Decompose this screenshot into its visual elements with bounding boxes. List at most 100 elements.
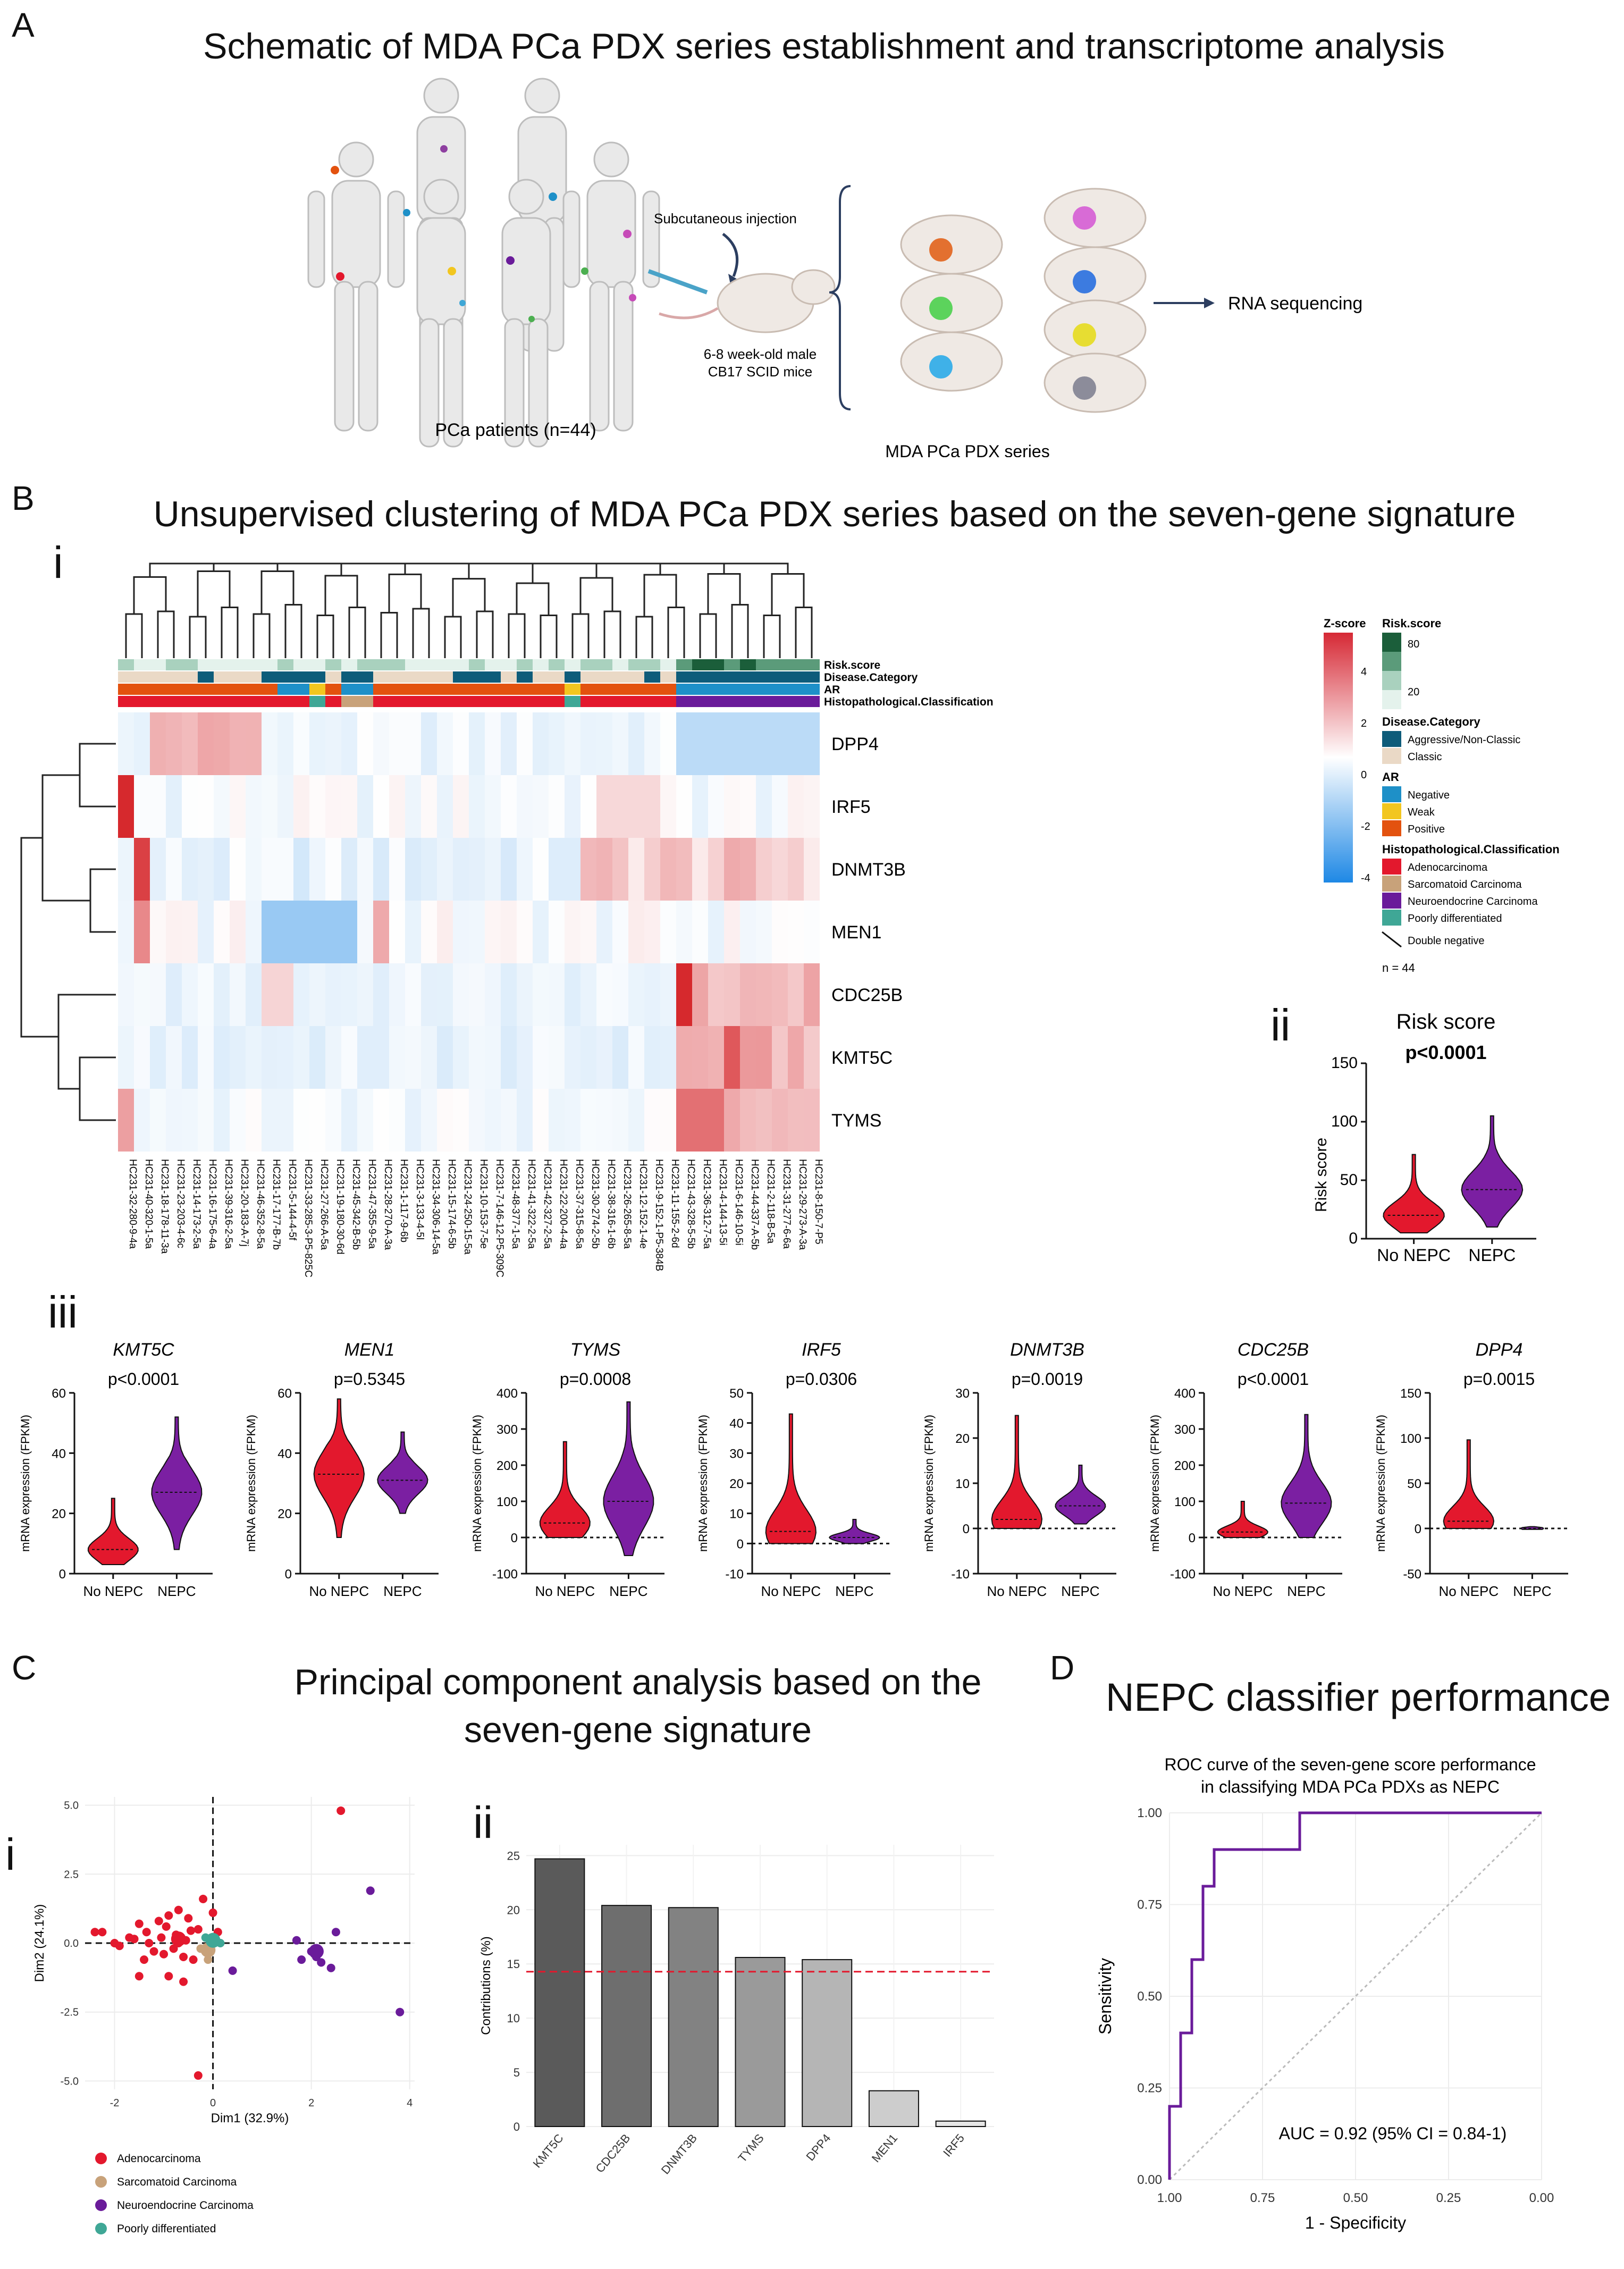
bar-TYMS <box>735 1957 786 2127</box>
dendro-link <box>603 610 621 658</box>
heatmap-cell <box>182 1026 198 1089</box>
annotation-cell <box>501 671 517 683</box>
pca-y-tick-label: 2.5 <box>64 1869 79 1880</box>
annotation-cell <box>517 696 533 707</box>
gene-category-label: No NEPC <box>535 1583 595 1599</box>
annotation-cell <box>277 671 293 683</box>
heatmap-cell <box>277 1026 293 1089</box>
annotation-cell <box>262 696 277 707</box>
pca-point <box>169 1944 178 1953</box>
pca-point <box>162 1922 171 1931</box>
heatmap-cell <box>788 775 804 838</box>
heatmap-cell <box>708 901 724 963</box>
heatmap-cell <box>596 1089 612 1152</box>
gene-violin-p-value: p<0.0001 <box>108 1369 179 1389</box>
gene-y-tick-label: 200 <box>497 1459 518 1473</box>
pca-point <box>189 1955 198 1964</box>
gene-violin-nepc <box>1281 1414 1332 1538</box>
heatmap-cell <box>740 838 756 901</box>
heatmap-cell <box>469 963 485 1026</box>
heatmap-cell <box>309 1089 325 1152</box>
heatmap-cell <box>325 963 341 1026</box>
risk-y-tick-label: 150 <box>1331 1054 1358 1072</box>
gene-violin-nepc <box>828 1519 880 1544</box>
gene-violin-no-nepc <box>991 1415 1043 1529</box>
heatmap-cell <box>214 901 230 963</box>
pca-point <box>292 1936 301 1945</box>
heatmap-cell <box>596 838 612 901</box>
heatmap-cell <box>341 712 357 775</box>
annotation-cell <box>485 671 501 683</box>
heatmap-cell <box>246 712 262 775</box>
heatmap-cell <box>565 712 580 775</box>
dendro-link <box>157 610 175 658</box>
annotation-cell <box>134 684 150 695</box>
gene-category-label: NEPC <box>1061 1583 1099 1599</box>
heatmap-cell <box>469 712 485 775</box>
sample-label: HC231-16-175-6-4a <box>207 1159 218 1249</box>
ar-legend-swatch <box>1382 820 1401 836</box>
annotation-cell <box>804 684 820 695</box>
gene-y-tick-label: 100 <box>1400 1432 1421 1446</box>
heatmap-cell <box>612 1026 628 1089</box>
annotation-cell <box>533 671 549 683</box>
risk-y-tick-label: 100 <box>1331 1113 1358 1130</box>
bar-category-label: KMT5C <box>531 2131 566 2170</box>
heatmap-cell <box>692 775 708 838</box>
gene-row-label: CDC25B <box>831 985 903 1005</box>
sample-label: HC231-46-352-8-5a <box>255 1159 266 1249</box>
dendro-link <box>221 607 239 658</box>
pca-legend-dot <box>95 2199 107 2211</box>
pca-point <box>193 1925 203 1934</box>
annotation-cell <box>389 659 405 670</box>
dendro-link <box>197 570 231 617</box>
heatmap-cell <box>421 901 437 963</box>
heatmap-cell <box>756 838 772 901</box>
gene-row-label: MEN1 <box>831 922 881 943</box>
gene-violin-title: MEN1 <box>344 1340 394 1360</box>
gene-y-tick-label: 200 <box>1174 1459 1196 1473</box>
sample-label: HC231-39-316-2-5a <box>223 1159 234 1249</box>
gene-y-tick-label: 20 <box>277 1507 292 1522</box>
gene-violin-nepc <box>603 1401 654 1556</box>
annotation-cell <box>469 684 485 695</box>
annotation-cell <box>389 671 405 683</box>
annotation-cell <box>612 696 628 707</box>
dendro-link <box>667 607 685 658</box>
heatmap-cell <box>565 838 580 901</box>
heatmap-cell <box>134 775 150 838</box>
heatmap-cell <box>421 838 437 901</box>
sample-label: HC231-22-200-4-4a <box>558 1159 569 1249</box>
bar-category-label: CDC25B <box>593 2131 633 2175</box>
annotation-cell <box>357 659 373 670</box>
annotation-cell <box>309 684 325 695</box>
ar-legend-title: AR <box>1382 770 1399 784</box>
annotation-cell <box>660 684 676 695</box>
gene-y-tick-label: 40 <box>52 1447 66 1461</box>
roc-x-tick-label: 0.50 <box>1343 2191 1368 2205</box>
histo-legend-item: Sarcomatoid Carcinoma <box>1408 879 1522 890</box>
annotation-cell <box>708 684 724 695</box>
annotation-cell <box>182 684 198 695</box>
annotation-cell <box>214 671 230 683</box>
gene-category-label: No NEPC <box>1438 1583 1499 1599</box>
panel-b-letter: B <box>12 479 35 517</box>
heatmap-cell <box>788 1089 804 1152</box>
heatmap-cell <box>692 838 708 901</box>
heatmap-cell <box>246 963 262 1026</box>
annotation-cell <box>740 659 756 670</box>
heatmap-cell <box>549 963 565 1026</box>
sample-label: HC231-2-118-B-5a <box>765 1159 776 1244</box>
gene-category-label: No NEPC <box>1213 1583 1273 1599</box>
sample-label: HC231-32-280-9-4a <box>127 1159 138 1249</box>
heatmap-cell <box>262 1089 277 1152</box>
gene-y-tick-label: 60 <box>52 1386 66 1401</box>
roc-diagonal <box>1168 1812 1543 2181</box>
annotation-cell <box>453 684 469 695</box>
annotation-cell <box>772 671 788 683</box>
ar-legend-swatch <box>1382 803 1401 819</box>
pca-y-tick-label: -5.0 <box>61 2075 79 2087</box>
annotation-cell <box>389 684 405 695</box>
panel-c-title-1: Principal component analysis based on th… <box>294 1662 982 1702</box>
annotation-cell <box>230 671 246 683</box>
